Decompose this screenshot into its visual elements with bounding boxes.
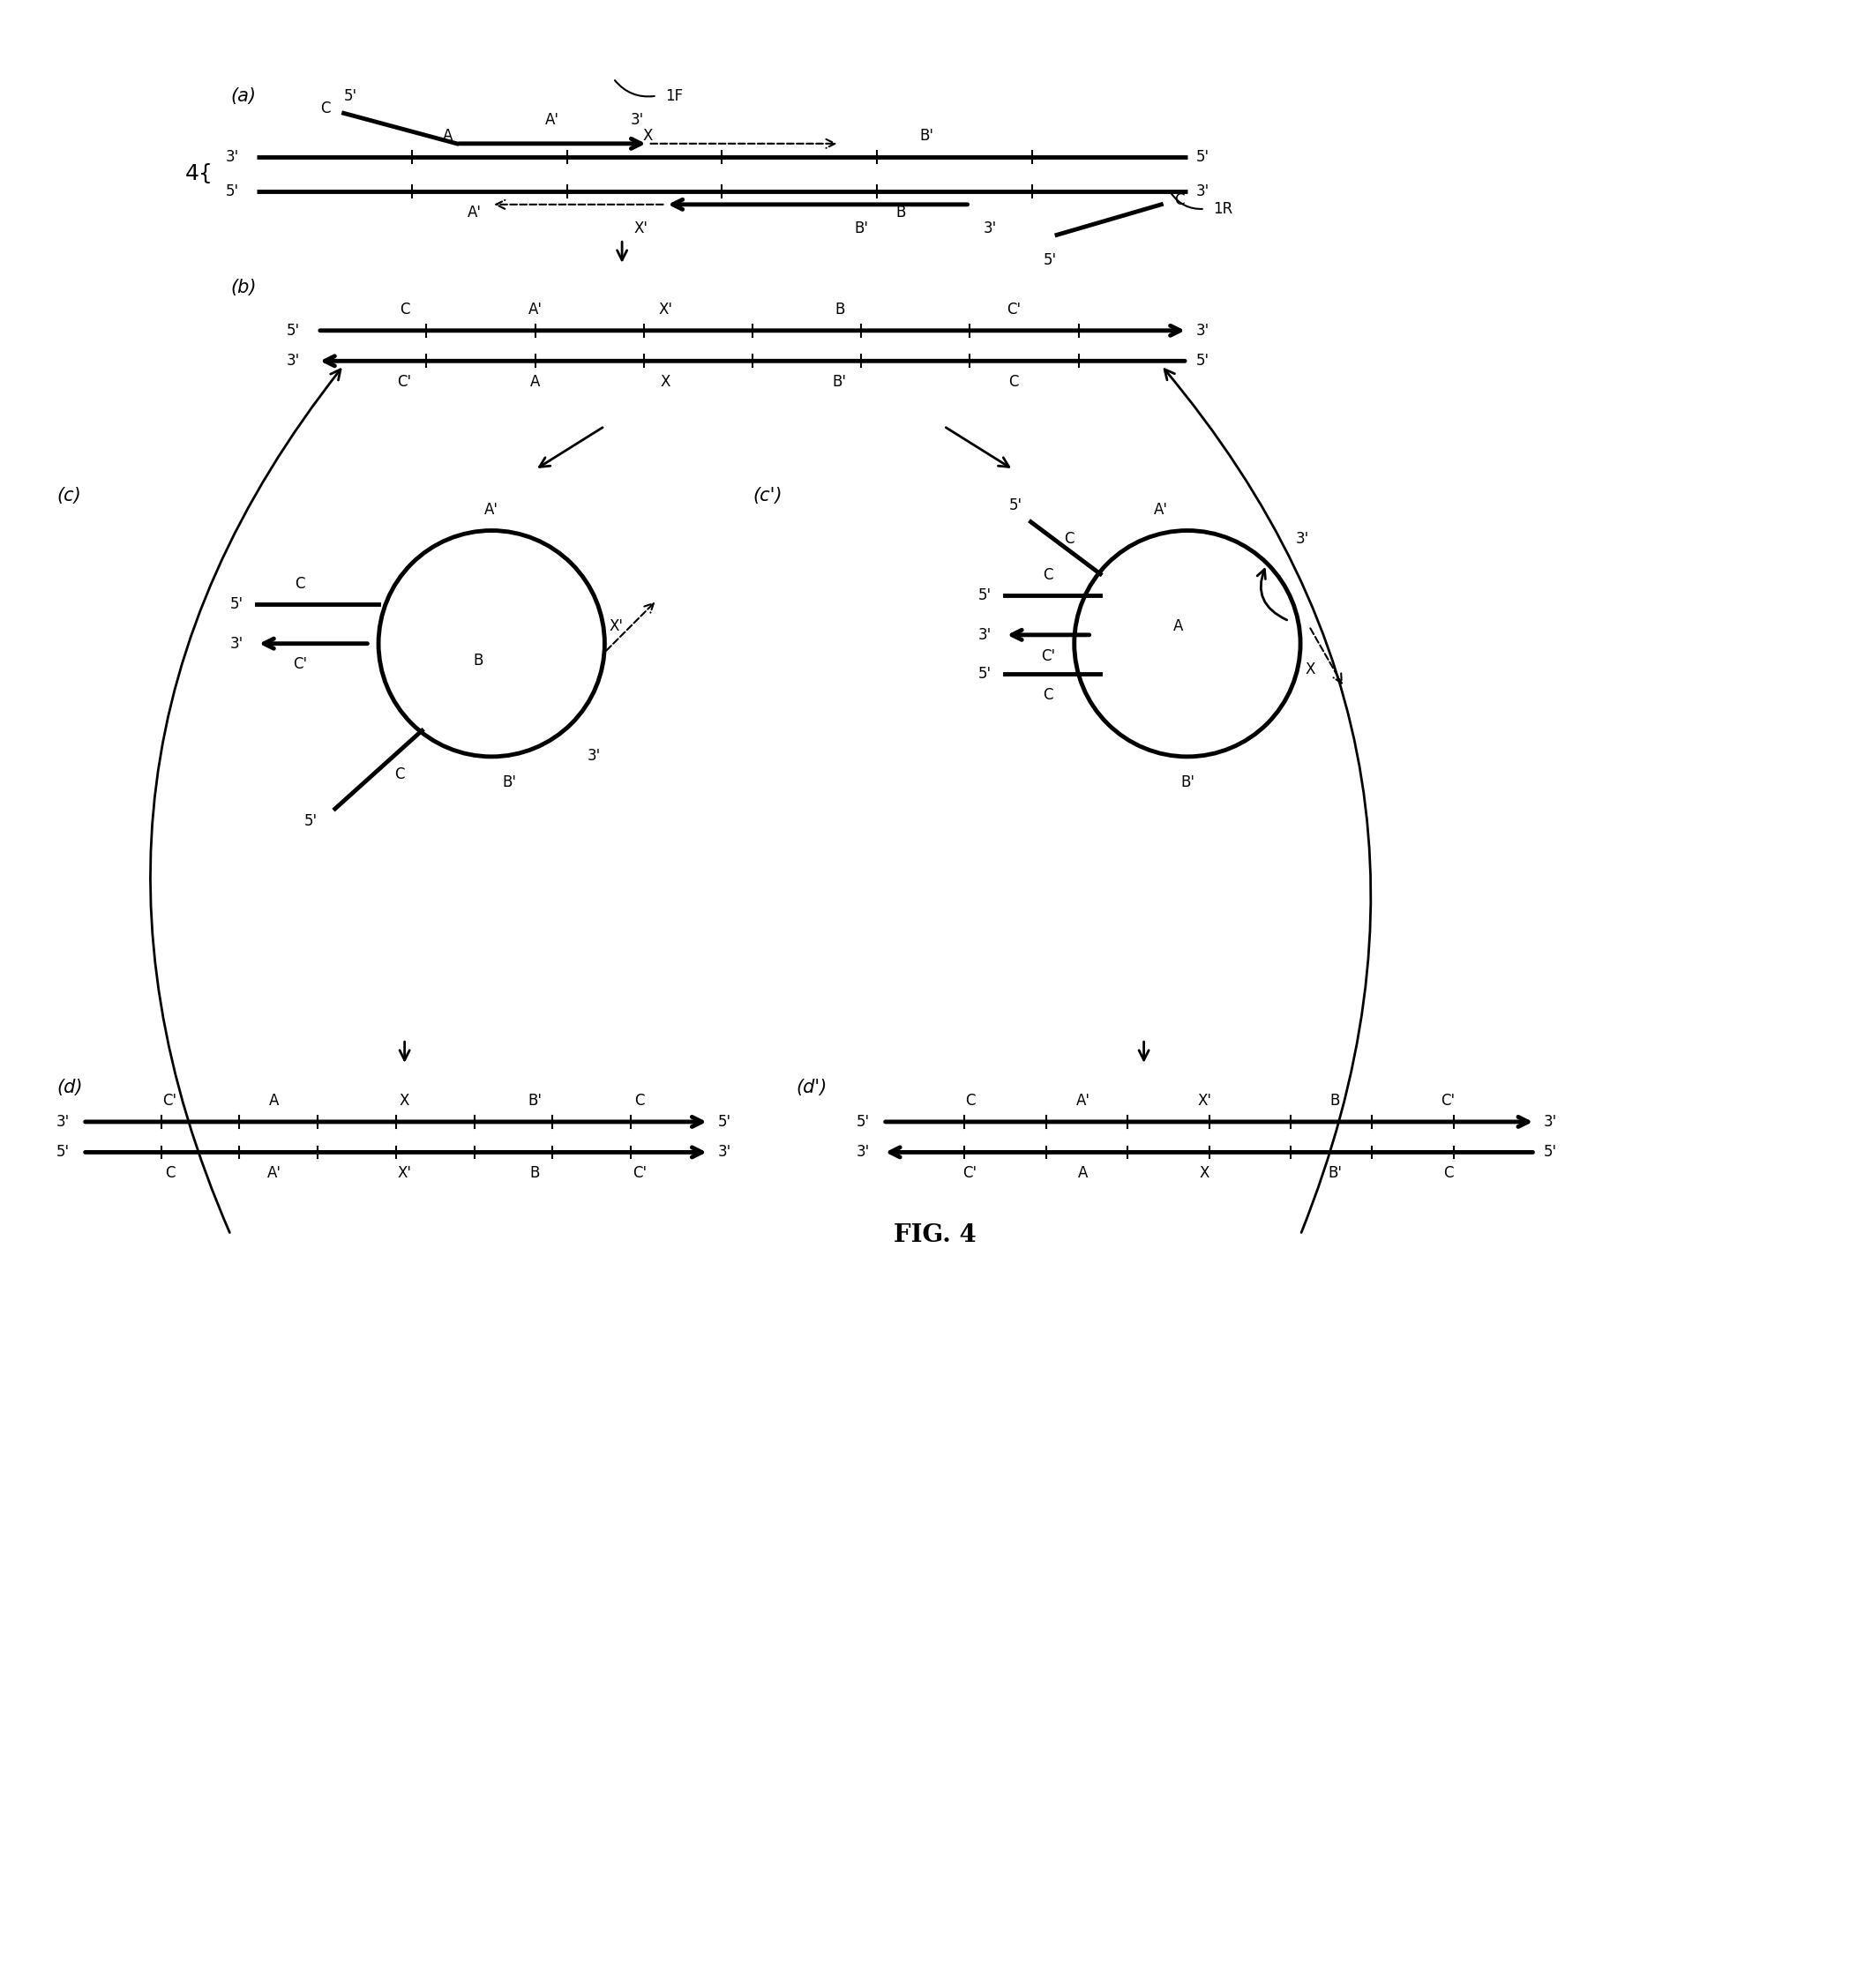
Text: 5': 5' <box>286 322 300 338</box>
Text: A: A <box>444 127 453 143</box>
Text: A: A <box>270 1093 279 1109</box>
Text: A: A <box>530 374 541 390</box>
Text: B: B <box>530 1165 541 1181</box>
Text: 3': 3' <box>588 747 601 763</box>
Text: B': B' <box>833 374 846 390</box>
Text: (b): (b) <box>230 278 256 296</box>
Text: C: C <box>1174 193 1185 209</box>
Text: C: C <box>395 765 404 781</box>
Text: X': X' <box>635 221 648 237</box>
Text: X: X <box>399 1093 410 1109</box>
Text: C: C <box>399 302 410 318</box>
Text: A: A <box>1078 1165 1088 1181</box>
Text: B: B <box>835 302 844 318</box>
Text: 3': 3' <box>631 111 644 127</box>
Text: B': B' <box>502 773 517 789</box>
Text: X: X <box>661 374 670 390</box>
FancyArrowPatch shape <box>150 370 341 1233</box>
Text: C: C <box>1009 374 1018 390</box>
Text: 5': 5' <box>857 1113 870 1129</box>
Text: C: C <box>964 1093 975 1109</box>
Text: C': C' <box>1041 648 1056 664</box>
Text: 5': 5' <box>227 183 240 199</box>
Text: 3': 3' <box>230 636 243 652</box>
Text: 5': 5' <box>230 596 243 612</box>
Text: (c): (c) <box>56 487 80 505</box>
Text: C: C <box>296 577 305 590</box>
Text: 5': 5' <box>979 588 992 604</box>
Text: 5': 5' <box>1544 1145 1558 1161</box>
Text: (d'): (d') <box>796 1077 827 1095</box>
Text: X': X' <box>397 1165 412 1181</box>
Text: FIG. 4: FIG. 4 <box>893 1223 977 1246</box>
Text: A: A <box>1174 618 1183 634</box>
Text: B': B' <box>919 127 934 143</box>
Text: C': C' <box>163 1093 176 1109</box>
Text: C: C <box>1043 688 1054 704</box>
Text: A': A' <box>1076 1093 1090 1109</box>
Text: 5': 5' <box>717 1113 732 1129</box>
Text: 5': 5' <box>1196 149 1209 165</box>
Text: X: X <box>644 127 653 143</box>
Text: (d): (d) <box>56 1077 82 1095</box>
Text: (a): (a) <box>230 87 256 105</box>
Text: 1R: 1R <box>1213 201 1234 217</box>
Text: 5': 5' <box>1196 354 1209 370</box>
Text: X': X' <box>659 302 672 318</box>
Text: C': C' <box>633 1165 646 1181</box>
Text: 3': 3' <box>857 1145 870 1161</box>
Text: 3': 3' <box>1196 183 1209 199</box>
Text: 5': 5' <box>56 1145 69 1161</box>
Text: 3': 3' <box>1295 531 1310 547</box>
Text: C: C <box>1043 567 1054 582</box>
Text: C: C <box>1443 1165 1453 1181</box>
Text: 5': 5' <box>305 813 318 829</box>
Text: B': B' <box>1327 1165 1342 1181</box>
Text: B: B <box>1331 1093 1340 1109</box>
Text: A': A' <box>485 501 498 517</box>
Text: A': A' <box>545 111 560 127</box>
Text: B': B' <box>1179 773 1194 789</box>
Text: A': A' <box>528 302 543 318</box>
Text: A': A' <box>268 1165 281 1181</box>
Text: 5': 5' <box>344 87 358 103</box>
Text: X: X <box>1305 662 1314 678</box>
Text: 3': 3' <box>286 354 300 370</box>
Text: A': A' <box>468 205 481 221</box>
Text: X: X <box>1200 1165 1209 1181</box>
Text: 3': 3' <box>717 1145 732 1161</box>
Text: 4{: 4{ <box>185 163 213 185</box>
Text: 5': 5' <box>1045 252 1058 268</box>
Text: 5': 5' <box>1009 497 1022 513</box>
Text: 3': 3' <box>1196 322 1209 338</box>
Text: B': B' <box>854 221 869 237</box>
Text: 3': 3' <box>979 626 992 642</box>
Text: 5': 5' <box>979 666 992 682</box>
Text: 3': 3' <box>227 149 240 165</box>
Text: B: B <box>895 205 906 221</box>
Text: C': C' <box>397 374 412 390</box>
Text: C: C <box>320 101 331 117</box>
Text: 1F: 1F <box>666 87 683 103</box>
Text: B': B' <box>528 1093 543 1109</box>
Text: X': X' <box>608 618 623 634</box>
Text: (c'): (c') <box>753 487 782 505</box>
Text: 3': 3' <box>983 221 996 237</box>
Text: C': C' <box>1441 1093 1455 1109</box>
Text: C: C <box>635 1093 644 1109</box>
Text: 3': 3' <box>1544 1113 1558 1129</box>
Text: X': X' <box>1198 1093 1211 1109</box>
Text: C: C <box>165 1165 174 1181</box>
FancyArrowPatch shape <box>1164 370 1370 1233</box>
Text: A': A' <box>1155 501 1168 517</box>
Text: C': C' <box>1007 302 1020 318</box>
Text: B: B <box>474 652 483 668</box>
Text: 3': 3' <box>56 1113 69 1129</box>
Text: C': C' <box>962 1165 977 1181</box>
Text: C': C' <box>294 656 307 672</box>
Text: C: C <box>1063 531 1075 547</box>
